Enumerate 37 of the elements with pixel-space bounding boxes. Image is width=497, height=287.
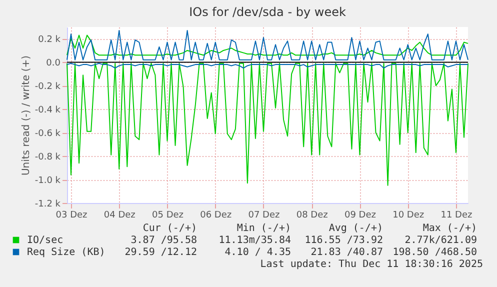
text: 3.87 /95.58 [130,235,197,246]
y-axis-title: Units read (-) / write (+) [20,55,32,176]
x-tick-label: 05 Dez [152,210,184,220]
text: Avg (-/+) [328,223,383,234]
x-tick-label: 03 Dez [56,210,88,220]
x-tick-label: 06 Dez [200,210,232,220]
x-tick-label: 08 Dez [296,210,328,220]
legend-label: IO/sec [27,235,64,246]
y-tick-label: 0.0 [46,58,61,69]
text: 4.10 / 4.35 [224,247,291,258]
x-tick-label: 09 Dez [344,210,376,220]
x-tick-label: 04 Dez [104,210,136,220]
y-tick-label: -1.0 k [34,176,62,186]
text: Min (-/+) [236,223,291,234]
text: 2.77k/621.09 [404,235,477,246]
text: 198.50 /468.50 [392,247,477,258]
text: Max (-/+) [422,223,477,234]
x-tick-label: 07 Dez [248,210,280,220]
text: 116.55 /73.92 [304,235,383,246]
text: 11.13m/35.84 [218,235,291,246]
y-tick-label: -0.4 k [34,106,62,116]
text: 21.83 /40.87 [310,247,383,258]
text: 29.59 /12.12 [124,247,197,258]
x-tick-label: 10 Dez [392,210,424,220]
text: Cur (-/+) [142,223,197,234]
line-series [66,34,468,56]
text: Last update: Thu Dec 11 18:30:16 2025 [260,259,483,270]
chart-title: IOs for /dev/sda - by week [189,5,346,19]
x-tick-label: 11 Dez [440,210,472,220]
legend-label: Req Size (KB) [27,247,106,258]
line-series [66,30,468,60]
y-tick-label: -0.8 k [34,152,62,163]
y-tick-label: -0.6 k [34,129,62,140]
y-tick-label: -0.2 k [34,82,62,92]
y-tick-label: -1.2 k [34,200,62,210]
y-tick-label: 0.2 k [38,35,62,46]
line-series [66,62,468,186]
